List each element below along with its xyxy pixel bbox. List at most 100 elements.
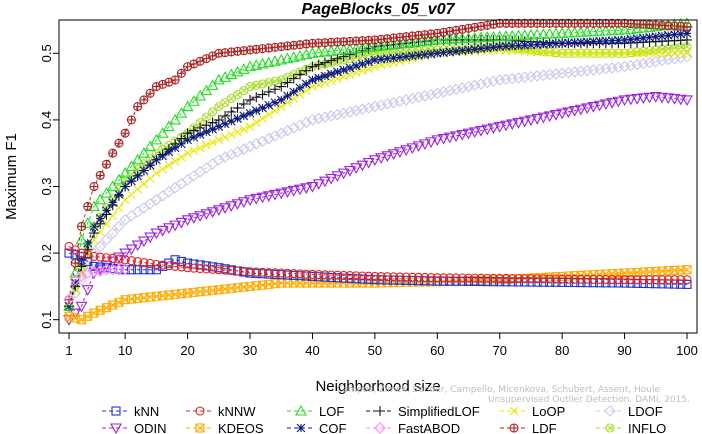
point-knn-3	[76, 251, 87, 261]
point-ldof-11	[125, 210, 138, 222]
point-knnw-78	[545, 274, 555, 284]
point-lof-68	[481, 31, 494, 42]
point-odin-93	[637, 93, 650, 105]
point-ldof-64	[456, 82, 469, 94]
point-lof-46	[343, 43, 356, 54]
point-fastabod-9	[113, 263, 125, 276]
point-cof-54	[395, 52, 405, 62]
point-knnw-65	[463, 273, 474, 283]
point-odin-100	[681, 95, 693, 107]
point-loop-97	[663, 48, 673, 58]
point-inflo-22	[195, 118, 205, 128]
legend-label-loop: LoOP	[532, 404, 565, 419]
series-loop	[64, 45, 692, 311]
point-cof-95	[651, 32, 661, 42]
point-cof-47	[351, 61, 361, 71]
point-simplifiedlof-28	[232, 102, 243, 113]
point-knnw-84	[582, 274, 592, 284]
point-cof-14	[145, 160, 155, 170]
point-loop-89	[613, 48, 623, 58]
point-ldf-8	[108, 148, 118, 158]
point-loop-96	[657, 48, 667, 58]
point-knnw-30	[245, 267, 255, 277]
point-odin-48	[356, 160, 369, 172]
point-knnw-87	[601, 274, 611, 285]
point-simplifiedlof-48	[357, 45, 368, 56]
point-cof-92	[632, 34, 642, 44]
legend-label-inflo: INFLO	[628, 421, 666, 434]
point-ldf-4	[83, 201, 93, 212]
point-knnw-41	[314, 270, 324, 280]
point-inflo-26	[220, 98, 230, 108]
point-lof-91	[624, 23, 637, 34]
legend-label-kdeos: KDEOS	[218, 421, 264, 434]
point-lof-1	[63, 300, 75, 311]
point-cof-33	[264, 100, 274, 110]
point-loop-7	[102, 219, 111, 229]
point-simplifiedlof-33	[263, 86, 274, 97]
point-lof-82	[568, 26, 581, 38]
point-odin-99	[674, 94, 687, 106]
point-ldof-65	[462, 80, 475, 93]
point-loop-80	[557, 48, 567, 58]
point-odin-3	[75, 301, 88, 313]
point-loop-19	[176, 152, 186, 162]
legend-item-cof: COF	[287, 421, 347, 434]
point-ldf-5	[89, 181, 99, 192]
point-ldf-7	[101, 159, 112, 169]
point-odin-29	[237, 197, 250, 208]
point-ldof-55	[400, 94, 412, 106]
point-lof-41	[312, 46, 325, 58]
point-knn-4	[83, 256, 93, 266]
point-lof-88	[606, 24, 619, 36]
point-ldof-67	[475, 78, 487, 90]
legend-marker-simplifiedlof	[375, 406, 385, 416]
point-loop-84	[582, 48, 592, 58]
point-lof-8	[106, 180, 119, 192]
point-cof-84	[582, 37, 592, 47]
point-ldof-31	[250, 138, 263, 150]
point-knnw-5	[89, 251, 99, 261]
point-knnw-92	[632, 275, 642, 285]
point-loop-17	[164, 160, 174, 170]
point-ldof-42	[319, 111, 331, 124]
point-ldof-72	[506, 72, 518, 85]
point-ldf-6	[95, 170, 105, 180]
point-cof-78	[545, 39, 555, 49]
point-lof-19	[175, 107, 188, 118]
point-ldof-74	[518, 71, 531, 84]
point-knn-14	[145, 265, 155, 275]
point-knnw-32	[257, 267, 268, 277]
legend-marker-inflo	[605, 423, 615, 433]
point-odin-69	[487, 123, 500, 135]
point-ldf-9	[114, 138, 124, 148]
point-knn-5	[89, 261, 99, 271]
point-cof-87	[601, 36, 611, 46]
point-ldof-92	[631, 58, 643, 71]
point-odin-92	[631, 94, 643, 105]
point-cof-18	[170, 143, 180, 153]
point-knnw-74	[520, 274, 530, 284]
point-loop-10	[120, 195, 130, 205]
point-knn-45	[339, 273, 349, 283]
point-lof-87	[599, 24, 612, 36]
point-odin-80	[556, 108, 569, 120]
point-lof-66	[468, 31, 481, 43]
point-ldof-54	[394, 95, 406, 108]
point-cof-8	[108, 198, 118, 207]
point-ldof-24	[206, 158, 219, 170]
point-ldof-45	[337, 107, 350, 120]
point-lof-50	[368, 40, 381, 52]
point-lof-76	[531, 28, 544, 40]
point-ldf-3	[76, 221, 87, 231]
point-odin-83	[574, 104, 587, 116]
point-cof-90	[620, 35, 629, 45]
point-odin-32	[256, 192, 269, 204]
point-knnw-40	[307, 269, 318, 279]
point-lof-12	[131, 153, 144, 165]
point-odin-85	[587, 102, 600, 113]
y-tick-label-0.5: 0.5	[39, 44, 54, 62]
point-ldof-44	[331, 108, 344, 121]
legend-label-knn: kNN	[134, 404, 159, 419]
point-lof-71	[500, 30, 512, 41]
